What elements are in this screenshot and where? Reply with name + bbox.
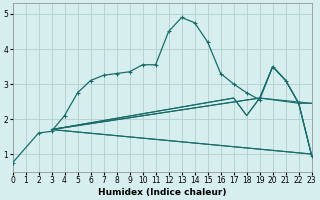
X-axis label: Humidex (Indice chaleur): Humidex (Indice chaleur) bbox=[98, 188, 226, 197]
